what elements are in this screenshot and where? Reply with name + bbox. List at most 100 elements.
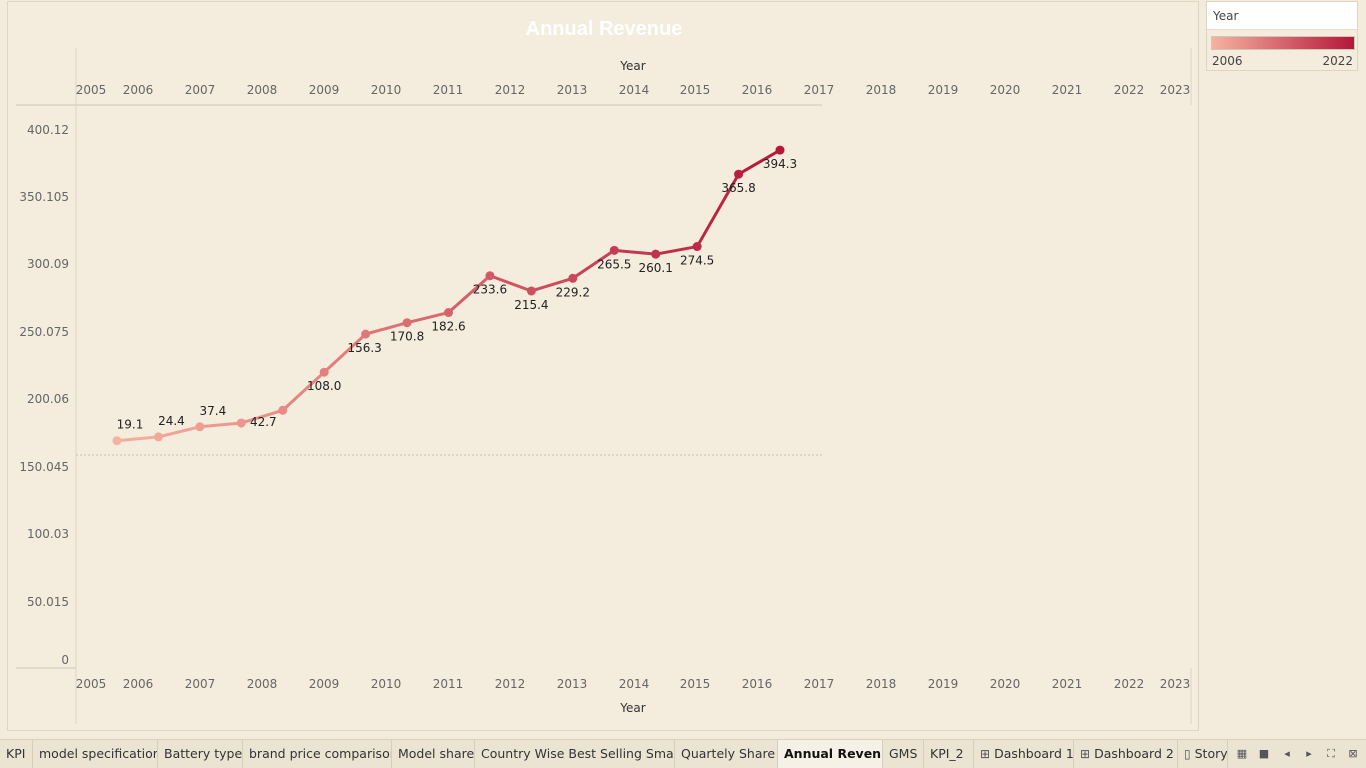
sheet-tab[interactable]: ⊞ Dashboard 2 bbox=[1074, 740, 1178, 768]
y-tick-label: 400.12 bbox=[27, 123, 69, 137]
x-axis-title-top: Year bbox=[619, 59, 645, 73]
data-point bbox=[195, 422, 205, 432]
sheet-tab-label: Battery type bbox=[164, 746, 243, 761]
x-tick-label-bottom: 2023 bbox=[1160, 677, 1191, 691]
x-tick-label-top: 2016 bbox=[742, 83, 773, 97]
sheet-tab-label: model specification bbox=[39, 746, 158, 761]
data-point bbox=[236, 418, 246, 428]
chart-title: Annual Revenue bbox=[526, 18, 683, 40]
x-tick-label-bottom: 2012 bbox=[495, 677, 526, 691]
data-point bbox=[609, 245, 619, 255]
x-tick-label-bottom: 2005 bbox=[76, 677, 107, 691]
sheet-tab[interactable]: Battery type bbox=[158, 740, 243, 768]
x-tick-label-top: 2015 bbox=[680, 83, 711, 97]
series-line-segment bbox=[198, 421, 243, 429]
y-tick-label: 50.015 bbox=[27, 595, 69, 609]
tab-type-icon: ▯ bbox=[1184, 747, 1191, 761]
sheet-tab[interactable]: Annual Revenue bbox=[778, 740, 883, 768]
data-label: 229.2 bbox=[556, 285, 590, 299]
sheet-tab-label: Dashboard 1 bbox=[994, 746, 1074, 761]
filmstrip-icon[interactable]: ■ bbox=[1258, 747, 1270, 760]
data-point bbox=[734, 169, 744, 179]
sheet-tab-label: Country Wise Best Selling Smar... bbox=[481, 746, 675, 761]
sheet-tab[interactable]: ⊞ Dashboard 1 bbox=[974, 740, 1074, 768]
data-point bbox=[485, 271, 495, 281]
data-point bbox=[153, 432, 163, 442]
data-label: 42.7 bbox=[250, 415, 277, 429]
sheet-tab[interactable]: KPI bbox=[0, 740, 33, 768]
data-label: 170.8 bbox=[390, 330, 424, 344]
data-point bbox=[651, 249, 661, 259]
series-line-segment bbox=[447, 274, 492, 315]
legend-min-label: 2006 bbox=[1212, 54, 1243, 68]
data-point bbox=[692, 242, 702, 252]
prev-icon[interactable]: ◂ bbox=[1284, 747, 1290, 760]
data-label: 19.1 bbox=[117, 418, 144, 432]
sheet-tab[interactable]: GMS bbox=[883, 740, 924, 768]
data-point bbox=[319, 367, 329, 377]
fullscreen-icon[interactable]: ⊠ bbox=[1348, 747, 1358, 760]
series-line-segment bbox=[737, 148, 782, 176]
x-tick-label-top: 2006 bbox=[123, 83, 154, 97]
data-point bbox=[444, 308, 453, 318]
sheet-tab[interactable]: Quartely Share bbox=[675, 740, 778, 768]
x-axis-title-bottom: Year bbox=[619, 701, 645, 715]
x-tick-label-bottom: 2013 bbox=[557, 677, 588, 691]
x-tick-label-bottom: 2022 bbox=[1114, 677, 1145, 691]
x-tick-label-bottom: 2021 bbox=[1052, 677, 1083, 691]
data-label: 182.6 bbox=[431, 320, 465, 334]
data-point bbox=[112, 436, 122, 446]
legend-gradient-bar bbox=[1211, 36, 1355, 50]
sheet-tab[interactable]: ▯ Story bbox=[1178, 740, 1228, 768]
data-label: 394.3 bbox=[763, 157, 797, 171]
sheet-tab[interactable]: Model share bbox=[392, 740, 475, 768]
series-line-segment bbox=[654, 245, 699, 256]
sheet-tab[interactable]: KPI_2 bbox=[924, 740, 974, 768]
x-tick-label-top: 2023 bbox=[1160, 83, 1191, 97]
x-tick-label-top: 2012 bbox=[495, 83, 526, 97]
data-label: 156.3 bbox=[347, 341, 381, 355]
sheet-tab[interactable]: brand price comparison bbox=[243, 740, 392, 768]
sheet-tab-label: brand price comparison bbox=[249, 746, 392, 761]
x-tick-label-bottom: 2011 bbox=[433, 677, 464, 691]
data-point bbox=[278, 405, 288, 415]
tab-type-icon: ⊞ bbox=[980, 747, 991, 761]
sheet-tab-label: Model share bbox=[398, 746, 475, 761]
series-line-segment bbox=[405, 311, 450, 325]
color-legend[interactable]: Year 2006 2022 bbox=[1206, 1, 1358, 71]
fit-icon[interactable]: ⛶ bbox=[1327, 747, 1335, 760]
sheet-tab-label: KPI_2 bbox=[930, 746, 964, 761]
y-tick-label: 250.075 bbox=[19, 325, 69, 339]
sheet-tab[interactable]: model specification bbox=[33, 740, 158, 768]
y-tick-label: 200.06 bbox=[27, 392, 69, 406]
x-tick-label-top: 2021 bbox=[1052, 83, 1083, 97]
data-label: 215.4 bbox=[514, 298, 548, 312]
data-label: 274.5 bbox=[680, 254, 714, 268]
data-label: 233.6 bbox=[473, 283, 507, 297]
x-tick-label-bottom: 2008 bbox=[247, 677, 278, 691]
series-line-segment bbox=[529, 276, 575, 293]
grid-view-icon[interactable]: ▦ bbox=[1236, 747, 1248, 760]
series-line-segment bbox=[322, 332, 368, 374]
x-tick-label-top: 2019 bbox=[928, 83, 959, 97]
x-tick-label-top: 2013 bbox=[557, 83, 588, 97]
data-label: 108.0 bbox=[307, 379, 341, 393]
series-line-segment bbox=[695, 172, 741, 249]
data-point bbox=[526, 286, 536, 296]
x-tick-label-top: 2014 bbox=[619, 83, 650, 97]
next-icon[interactable]: ▸ bbox=[1306, 747, 1312, 760]
data-point bbox=[402, 318, 412, 328]
sheet-tab[interactable]: Country Wise Best Selling Smar... bbox=[475, 740, 675, 768]
sheet-tab-label: Dashboard 2 bbox=[1094, 746, 1174, 761]
series-line-segment bbox=[571, 248, 616, 280]
data-point bbox=[568, 273, 578, 283]
x-tick-label-bottom: 2006 bbox=[123, 677, 154, 691]
data-point bbox=[775, 145, 785, 155]
series-line-segment bbox=[364, 321, 409, 336]
y-tick-label: 100.03 bbox=[27, 527, 69, 541]
x-tick-label-top: 2018 bbox=[866, 83, 897, 97]
tab-type-icon: ⊞ bbox=[1080, 747, 1091, 761]
x-tick-label-top: 2020 bbox=[990, 83, 1021, 97]
series-line-segment bbox=[612, 248, 658, 256]
sheet-tab-label: GMS bbox=[889, 746, 918, 761]
